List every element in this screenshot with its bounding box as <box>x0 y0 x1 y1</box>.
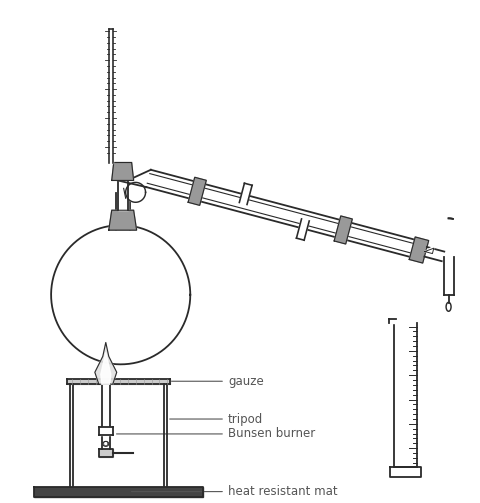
Text: gauze: gauze <box>228 375 264 388</box>
Polygon shape <box>146 183 418 259</box>
Polygon shape <box>389 318 406 322</box>
Text: heat resistant mat: heat resistant mat <box>228 485 338 498</box>
Polygon shape <box>95 343 117 384</box>
Polygon shape <box>99 427 113 435</box>
Polygon shape <box>112 162 133 181</box>
Ellipse shape <box>103 442 109 446</box>
Polygon shape <box>409 237 429 263</box>
Text: O: O <box>103 441 108 447</box>
Polygon shape <box>109 210 137 230</box>
Text: tripod: tripod <box>228 412 264 426</box>
Polygon shape <box>334 216 352 244</box>
Polygon shape <box>67 379 170 384</box>
Polygon shape <box>394 322 417 467</box>
Polygon shape <box>34 486 203 496</box>
Polygon shape <box>102 384 110 449</box>
Polygon shape <box>51 225 190 364</box>
Ellipse shape <box>446 302 451 311</box>
Polygon shape <box>118 170 151 187</box>
Polygon shape <box>240 183 252 205</box>
Polygon shape <box>108 29 113 162</box>
Polygon shape <box>390 467 421 477</box>
Polygon shape <box>188 177 206 205</box>
Polygon shape <box>425 246 434 254</box>
Polygon shape <box>118 181 128 210</box>
Polygon shape <box>99 449 113 457</box>
Polygon shape <box>297 219 309 240</box>
Polygon shape <box>71 384 73 485</box>
Polygon shape <box>150 170 421 245</box>
Polygon shape <box>164 384 167 485</box>
Polygon shape <box>101 353 111 384</box>
Text: Bunsen burner: Bunsen burner <box>228 428 315 441</box>
Polygon shape <box>126 183 145 202</box>
Polygon shape <box>116 193 130 230</box>
